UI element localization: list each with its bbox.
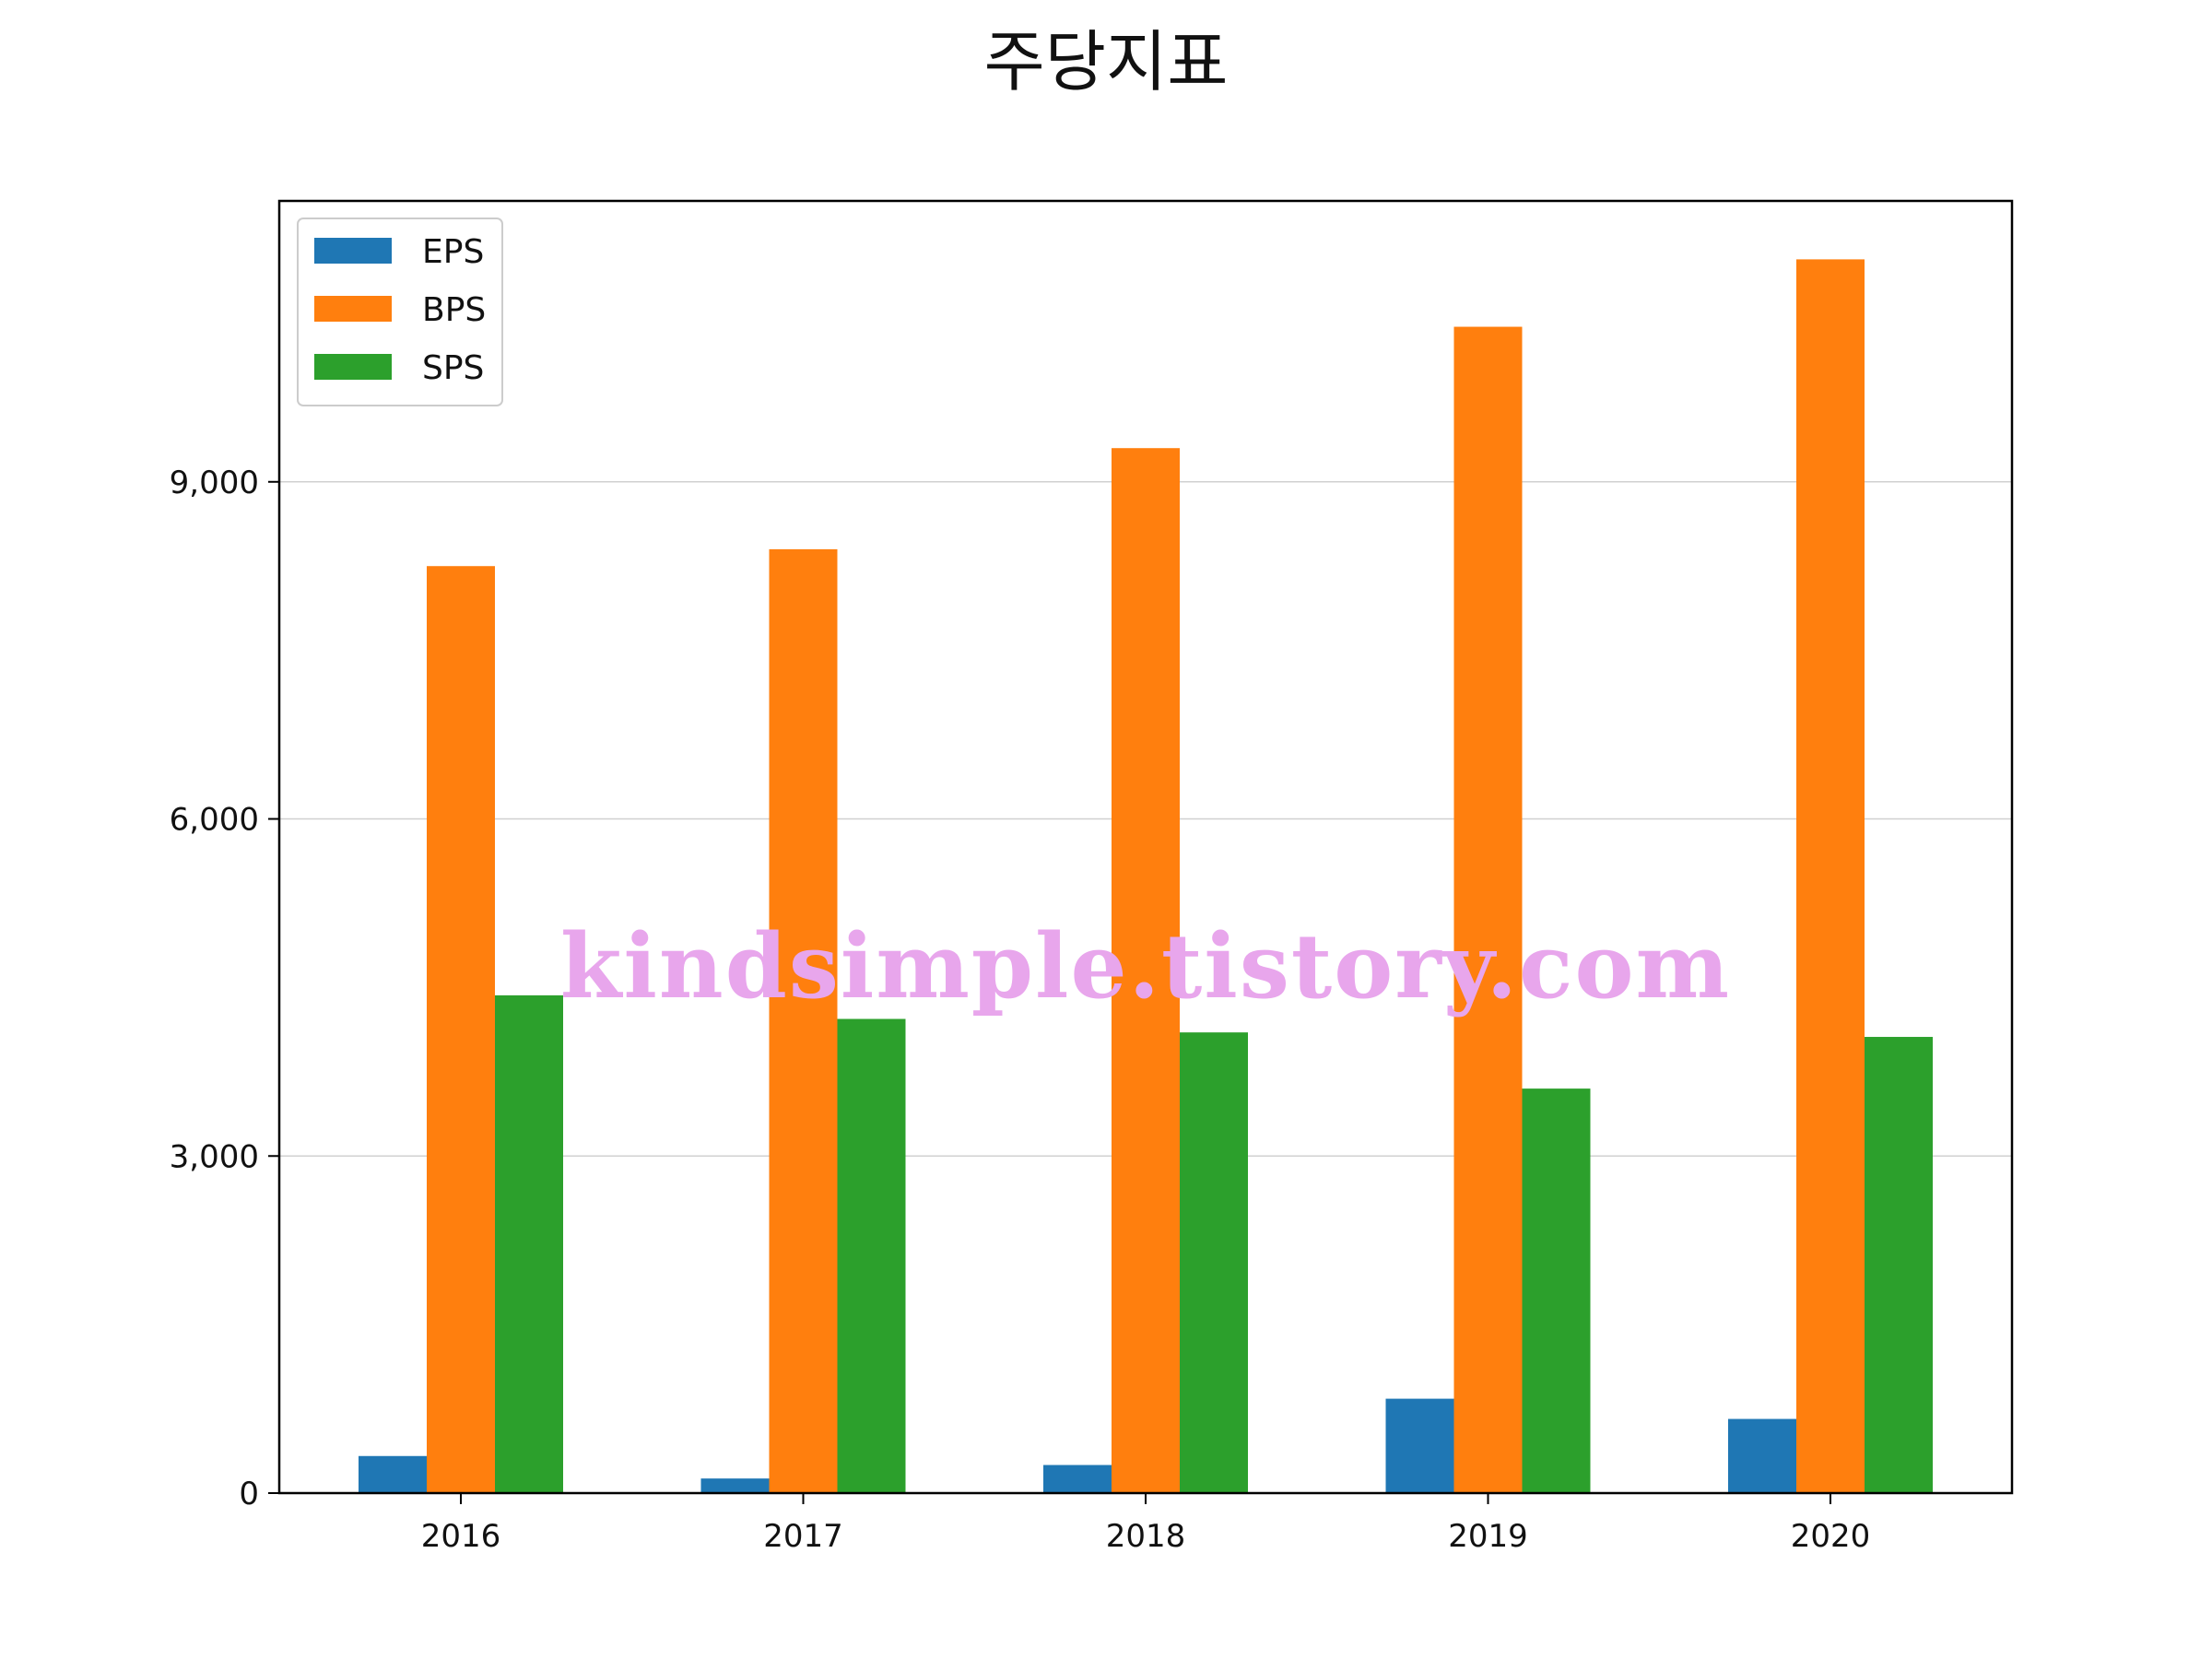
legend: EPS BPS SPS <box>297 218 503 406</box>
x-axis: 2016 2017 2018 2019 2020 <box>421 1493 1871 1555</box>
y-tick-label: 3,000 <box>170 1138 259 1175</box>
bars <box>359 259 1933 1493</box>
y-tick-label: 0 <box>239 1476 259 1512</box>
x-tick-label: 2016 <box>421 1518 501 1555</box>
y-axis: 0 3,000 6,000 9,000 <box>170 465 279 1512</box>
legend-swatch-bps <box>314 296 392 322</box>
legend-label-eps: EPS <box>422 233 484 271</box>
bar-eps-2020 <box>1728 1418 1796 1493</box>
bar-bps-2018 <box>1112 448 1180 1493</box>
bar-bps-2017 <box>769 548 838 1493</box>
legend-swatch-eps <box>314 238 392 264</box>
watermark: kindsimple.tistory.com <box>560 914 1731 1018</box>
bar-eps-2017 <box>700 1478 770 1493</box>
y-tick-label: 6,000 <box>170 802 259 839</box>
bar-sps-2019 <box>1522 1088 1591 1493</box>
bar-bps-2019 <box>1453 326 1523 1493</box>
bar-eps-2016 <box>359 1455 427 1493</box>
x-tick-label: 2018 <box>1106 1518 1186 1555</box>
bar-sps-2017 <box>837 1018 906 1493</box>
y-tick-label: 9,000 <box>170 465 259 501</box>
bar-bps-2020 <box>1796 259 1865 1493</box>
bar-eps-2018 <box>1043 1465 1112 1493</box>
bar-sps-2018 <box>1180 1032 1248 1493</box>
x-tick-label: 2019 <box>1448 1518 1528 1555</box>
legend-label-bps: BPS <box>422 291 486 329</box>
legend-label-sps: SPS <box>422 349 484 387</box>
x-tick-label: 2017 <box>763 1518 843 1555</box>
bar-sps-2020 <box>1865 1037 1933 1493</box>
bar-eps-2019 <box>1385 1398 1454 1493</box>
x-tick-label: 2020 <box>1791 1518 1871 1555</box>
bar-bps-2016 <box>427 566 495 1493</box>
legend-swatch-sps <box>314 354 392 380</box>
chart-title: 주당지표 <box>984 23 1229 100</box>
bar-sps-2016 <box>495 994 563 1493</box>
